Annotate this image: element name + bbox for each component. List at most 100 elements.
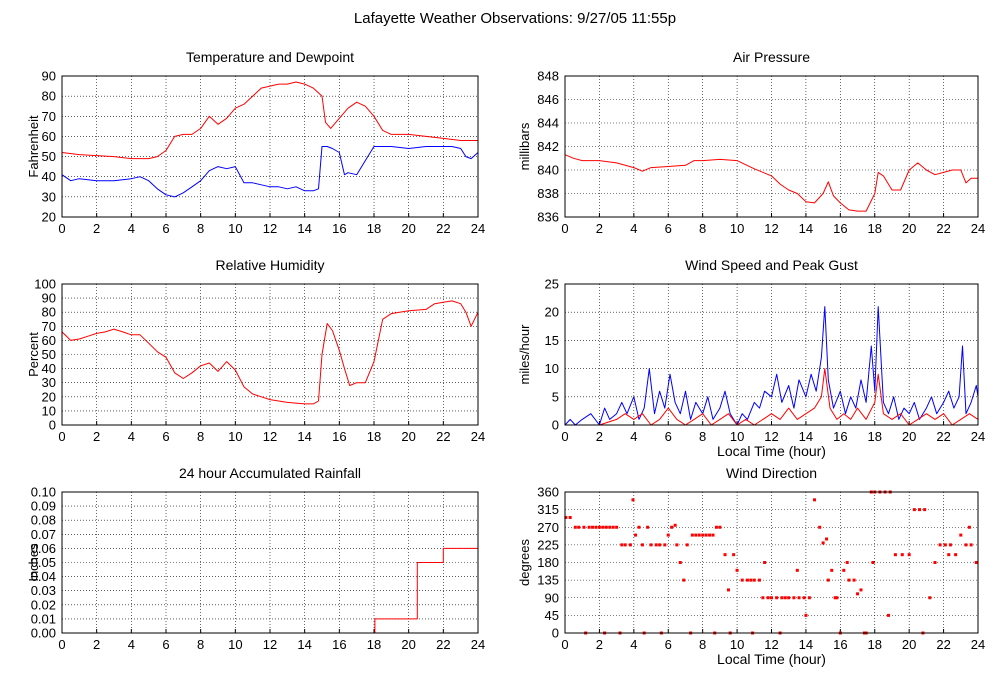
dir-point — [646, 525, 650, 529]
dir-point — [640, 543, 644, 547]
rh-y-tick-label: 40 — [42, 361, 56, 376]
rh-y-tick-label: 90 — [42, 291, 56, 306]
rain-y-tick-label: 0.10 — [31, 485, 56, 500]
dir-point — [701, 533, 705, 537]
rh-y-tick-label: 70 — [42, 319, 56, 334]
rain-y-tick-label: 0.08 — [31, 513, 56, 528]
dir-point — [631, 498, 635, 502]
dir-point — [775, 596, 779, 600]
dir-point — [780, 596, 784, 600]
dir-y-tick-label: 225 — [537, 537, 559, 552]
rh-y-tick-label: 80 — [42, 305, 56, 320]
dir-point — [678, 561, 682, 564]
dir-x-tick-label: 22 — [936, 637, 950, 652]
dir-point — [658, 543, 662, 547]
dir-point — [732, 553, 736, 557]
dir-point — [597, 525, 601, 529]
press-x-tick-label: 4 — [630, 221, 637, 236]
dir-point — [802, 596, 806, 600]
rain-x-tick-label: 2 — [93, 637, 100, 652]
dir-point — [830, 568, 834, 572]
dir-x-tick-label: 6 — [665, 637, 672, 652]
dir-point — [726, 588, 730, 592]
wind-y-axis-label: miles/hour — [517, 324, 532, 385]
rh-y-tick-label: 60 — [42, 333, 56, 348]
rh-x-tick-label: 24 — [471, 429, 485, 444]
temp-x-tick-label: 24 — [471, 221, 485, 236]
wind-x-tick-label: 14 — [799, 429, 813, 444]
dir-point — [564, 515, 568, 519]
press-x-tick-label: 6 — [665, 221, 672, 236]
dir-point — [766, 596, 770, 600]
dir-x-tick-label: 4 — [630, 637, 637, 652]
dir-point — [620, 543, 624, 547]
rh-y-tick-label: 20 — [42, 389, 56, 404]
dir-point — [735, 568, 739, 572]
rain-x-tick-label: 14 — [297, 637, 311, 652]
rh-y-tick-label: 30 — [42, 375, 56, 390]
rh-title: Relative Humidity — [216, 257, 325, 273]
wind-x-tick-label: 12 — [764, 429, 778, 444]
rain-x-tick-label: 16 — [332, 637, 346, 652]
dir-point — [825, 537, 829, 541]
wind-plot-frame — [564, 283, 979, 426]
rain-y-tick-label: 0.04 — [31, 569, 56, 584]
dir-point — [842, 568, 846, 572]
dir-point — [601, 525, 605, 529]
wind-y-tick-label: 5 — [552, 389, 559, 404]
dir-point — [623, 543, 627, 547]
dir-point — [795, 568, 799, 572]
dir-point — [859, 588, 863, 592]
dir-point — [654, 543, 658, 547]
dir-chart: 0 2 4 6 8 10 12 14 16 18 20 22 240459013518022527031… — [517, 465, 985, 667]
rh-series-line-1 — [61, 300, 479, 405]
dir-point — [852, 578, 856, 582]
dir-point — [582, 525, 586, 529]
dir-point — [943, 543, 947, 547]
rh-x-tick-label: 6 — [162, 429, 169, 444]
press-plot-frame — [564, 75, 979, 218]
dir-y-tick-label: 90 — [545, 590, 559, 605]
rh-x-tick-label: 12 — [263, 429, 277, 444]
dir-x-tick-label: 0 — [561, 637, 568, 652]
dir-point — [770, 596, 773, 600]
dir-point — [821, 541, 825, 545]
dir-point — [954, 553, 958, 557]
wind-x-tick-label: 0 — [561, 429, 568, 444]
press-y-axis-label: millibars — [517, 122, 532, 170]
rh-x-tick-label: 22 — [436, 429, 450, 444]
dir-point — [673, 523, 677, 527]
dir-point — [761, 596, 765, 600]
dir-point — [871, 561, 875, 564]
rain-x-tick-label: 0 — [58, 637, 65, 652]
dir-x-tick-label: 14 — [799, 637, 813, 652]
temp-x-tick-label: 18 — [367, 221, 381, 236]
rh-x-tick-label: 20 — [401, 429, 415, 444]
rh-x-tick-label: 14 — [297, 429, 311, 444]
dir-point — [752, 578, 756, 582]
temp-title: Temperature and Dewpoint — [186, 49, 354, 65]
dir-y-tick-label: 45 — [545, 608, 559, 623]
dir-point — [704, 533, 708, 537]
rain-x-tick-label: 6 — [162, 637, 169, 652]
rain-plot-frame — [61, 491, 479, 634]
dir-point — [718, 525, 722, 529]
wind-x-tick-label: 2 — [596, 429, 603, 444]
dir-point — [974, 561, 978, 564]
temp-plot-frame — [61, 75, 479, 218]
wind-x-tick-label: 22 — [936, 429, 950, 444]
dir-x-tick-label: 12 — [764, 637, 778, 652]
temp-x-tick-label: 20 — [401, 221, 415, 236]
dir-y-tick-label: 315 — [537, 502, 559, 517]
press-x-tick-label: 22 — [936, 221, 950, 236]
dir-point — [856, 592, 860, 596]
dir-point — [666, 533, 670, 537]
dir-point — [697, 533, 701, 537]
rh-x-tick-label: 16 — [332, 429, 346, 444]
dir-point — [637, 525, 641, 529]
press-chart: 0 2 4 6 8 10 12 14 16 18 20 22 248368388408428448468… — [517, 49, 985, 236]
rh-x-tick-label: 4 — [128, 429, 135, 444]
dir-point — [723, 553, 727, 557]
